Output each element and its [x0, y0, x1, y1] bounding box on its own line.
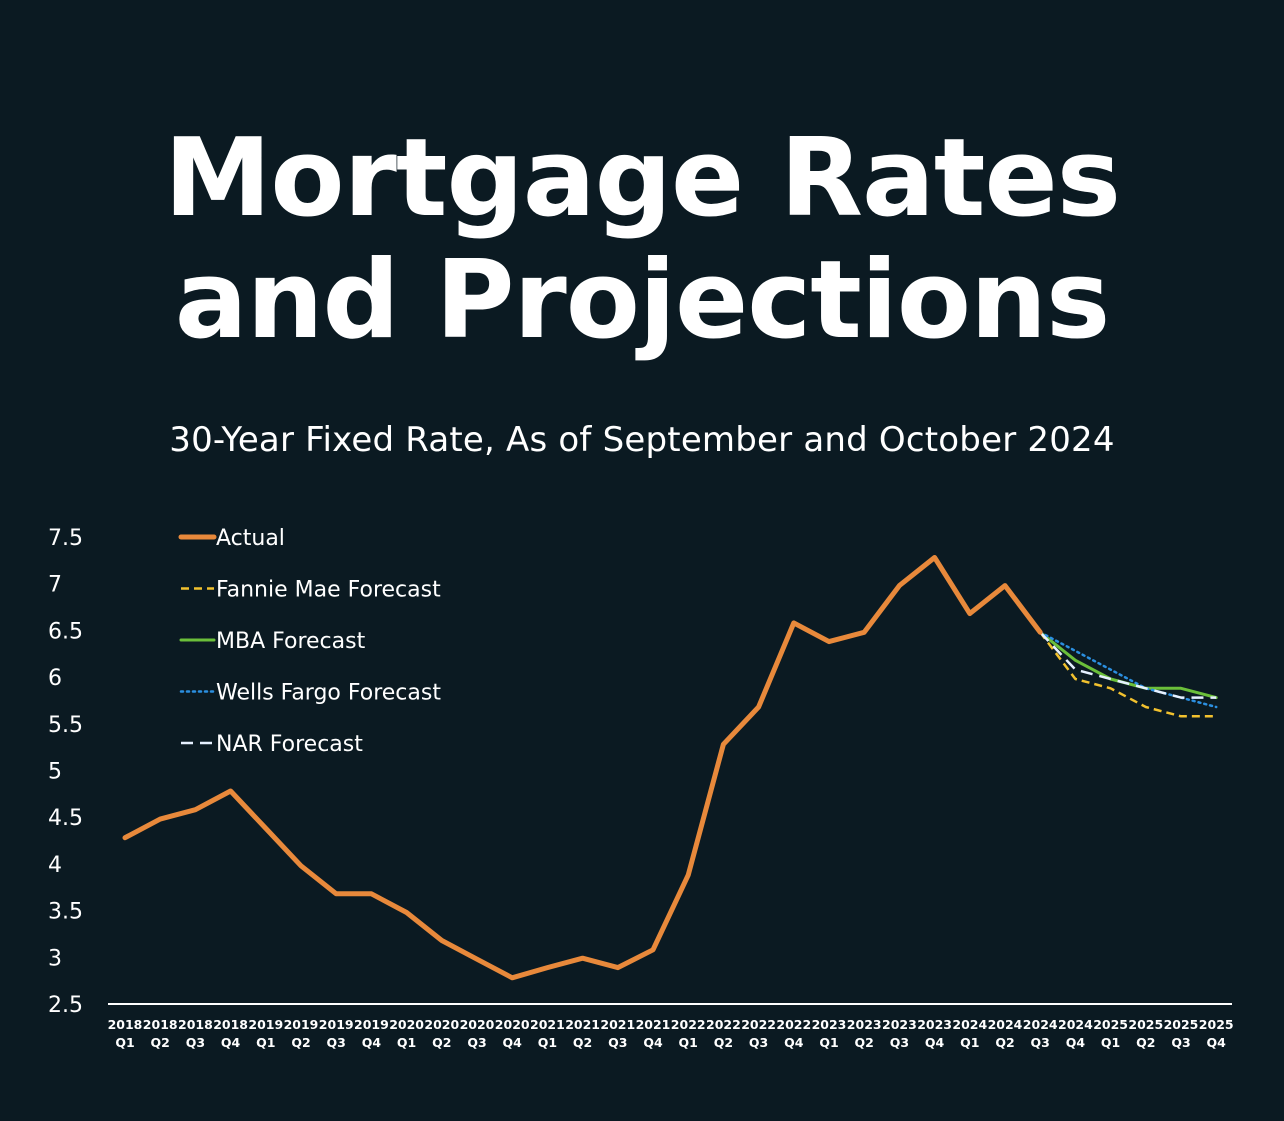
x-tick-label-year: 2025 [1199, 1017, 1234, 1032]
series-line-mba-forecast [1038, 630, 1218, 700]
x-tick-label-year: 2021 [600, 1017, 635, 1032]
y-tick-label: 7 [48, 573, 62, 598]
x-tick-label-quarter: Q1 [1101, 1035, 1120, 1050]
x-tick-label-year: 2019 [354, 1017, 389, 1032]
x-tick-label-quarter: Q3 [608, 1035, 627, 1050]
x-tick-label-quarter: Q3 [186, 1035, 205, 1050]
x-tick-label-year: 2019 [284, 1017, 319, 1032]
y-tick-label: 5.5 [48, 713, 83, 738]
title-line-2: and Projections [174, 238, 1111, 363]
x-tick-label-year: 2021 [636, 1017, 671, 1032]
x-tick-label-quarter: Q2 [151, 1035, 170, 1050]
x-tick-label-quarter: Q4 [221, 1035, 241, 1050]
legend-label: MBA Forecast [216, 629, 366, 654]
x-tick-label-year: 2021 [530, 1017, 565, 1032]
x-tick-label-year: 2018 [178, 1017, 213, 1032]
series-line-wells-fargo-forecast [1038, 631, 1218, 709]
x-tick-label-quarter: Q3 [1031, 1035, 1050, 1050]
x-tick-label-quarter: Q4 [1066, 1035, 1086, 1050]
x-tick-label-quarter: Q1 [538, 1035, 557, 1050]
x-tick-label-year: 2022 [706, 1017, 741, 1032]
x-tick-label-year: 2022 [741, 1017, 776, 1032]
x-tick-label-year: 2024 [1023, 1017, 1058, 1032]
x-tick-label-year: 2019 [248, 1017, 283, 1032]
x-tick-label-year: 2024 [1058, 1017, 1093, 1032]
y-tick-label: 3 [48, 946, 62, 971]
x-tick-label-quarter: Q3 [327, 1035, 346, 1050]
x-tick-label-quarter: Q2 [573, 1035, 592, 1050]
x-tick-label-quarter: Q4 [925, 1035, 945, 1050]
x-tick-label-quarter: Q1 [679, 1035, 698, 1050]
x-tick-label-year: 2018 [108, 1017, 143, 1032]
title-line-1: Mortgage Rates [163, 116, 1121, 241]
x-tick-label-year: 2025 [1093, 1017, 1128, 1032]
series-line-nar-forecast [1039, 631, 1217, 699]
x-tick-label-quarter: Q1 [819, 1035, 838, 1050]
x-tick-label-year: 2024 [952, 1017, 987, 1032]
y-tick-label: 7.5 [48, 526, 83, 551]
x-axis: 2018 Q1 2018 Q2 2018 Q3 2018 Q4 2019 Q1 2019 Q2 2019… [108, 1017, 1234, 1050]
x-tick-label-quarter: Q2 [855, 1035, 874, 1050]
x-tick-label-quarter: Q2 [714, 1035, 733, 1050]
x-tick-label-quarter: Q2 [291, 1035, 310, 1050]
y-tick-label: 2.5 [48, 993, 83, 1018]
y-tick-label: 6.5 [48, 619, 83, 644]
x-tick-label-quarter: Q4 [784, 1035, 804, 1050]
y-tick-label: 6 [48, 666, 62, 691]
x-tick-label-year: 2019 [319, 1017, 354, 1032]
x-tick-label-quarter: Q4 [1207, 1035, 1227, 1050]
x-tick-label-quarter: Q1 [960, 1035, 979, 1050]
x-tick-label-year: 2020 [460, 1017, 495, 1032]
legend-label: Actual [216, 526, 285, 551]
x-tick-label-quarter: Q1 [115, 1035, 134, 1050]
x-tick-label-year: 2020 [495, 1017, 530, 1032]
x-tick-label-quarter: Q4 [643, 1035, 663, 1050]
chart-title: Mortgage Rates and Projections [0, 118, 1284, 362]
y-axis: 2.5 3 3.5 4 4.5 5 5.5 6 6.5 7 7.5 [48, 526, 83, 1018]
series-layer [122, 555, 1218, 981]
x-tick-label-year: 2023 [812, 1017, 847, 1032]
legend-label: Wells Fargo Forecast [216, 681, 441, 706]
x-tick-label-year: 2022 [671, 1017, 706, 1032]
y-tick-label: 5 [48, 760, 62, 785]
x-tick-label-year: 2023 [917, 1017, 952, 1032]
x-tick-label-year: 2025 [1128, 1017, 1163, 1032]
x-tick-label-year: 2018 [143, 1017, 178, 1032]
series-line-actual [122, 555, 1043, 981]
x-tick-label-year: 2021 [565, 1017, 600, 1032]
x-tick-label-quarter: Q4 [362, 1035, 382, 1050]
x-tick-label-quarter: Q1 [397, 1035, 416, 1050]
y-tick-label: 3.5 [48, 900, 83, 925]
chart-subtitle: 30-Year Fixed Rate, As of September and … [169, 420, 1115, 460]
x-tick-label-year: 2022 [776, 1017, 811, 1032]
x-tick-label-quarter: Q3 [749, 1035, 768, 1050]
legend: Actual Fannie Mae Forecast MBA Forecast Wel… [178, 526, 441, 757]
x-tick-label-year: 2020 [424, 1017, 459, 1032]
x-tick-label-year: 2018 [213, 1017, 248, 1032]
legend-label: NAR Forecast [216, 732, 363, 757]
x-tick-label-year: 2020 [389, 1017, 424, 1032]
y-tick-label: 4 [48, 853, 62, 878]
legend-label: Fannie Mae Forecast [216, 578, 441, 603]
x-tick-label-year: 2025 [1164, 1017, 1199, 1032]
x-tick-label-year: 2023 [847, 1017, 882, 1032]
x-tick-label-quarter: Q4 [503, 1035, 523, 1050]
y-tick-label: 4.5 [48, 806, 83, 831]
x-tick-label-quarter: Q2 [995, 1035, 1014, 1050]
series-line-fannie-mae-forecast [1039, 631, 1217, 718]
x-tick-label-quarter: Q2 [432, 1035, 451, 1050]
x-tick-label-year: 2023 [882, 1017, 917, 1032]
x-tick-label-quarter: Q3 [1171, 1035, 1190, 1050]
x-tick-label-year: 2024 [988, 1017, 1023, 1032]
x-tick-label-quarter: Q1 [256, 1035, 275, 1050]
x-tick-label-quarter: Q2 [1136, 1035, 1155, 1050]
x-tick-label-quarter: Q3 [467, 1035, 486, 1050]
x-tick-label-quarter: Q3 [890, 1035, 909, 1050]
